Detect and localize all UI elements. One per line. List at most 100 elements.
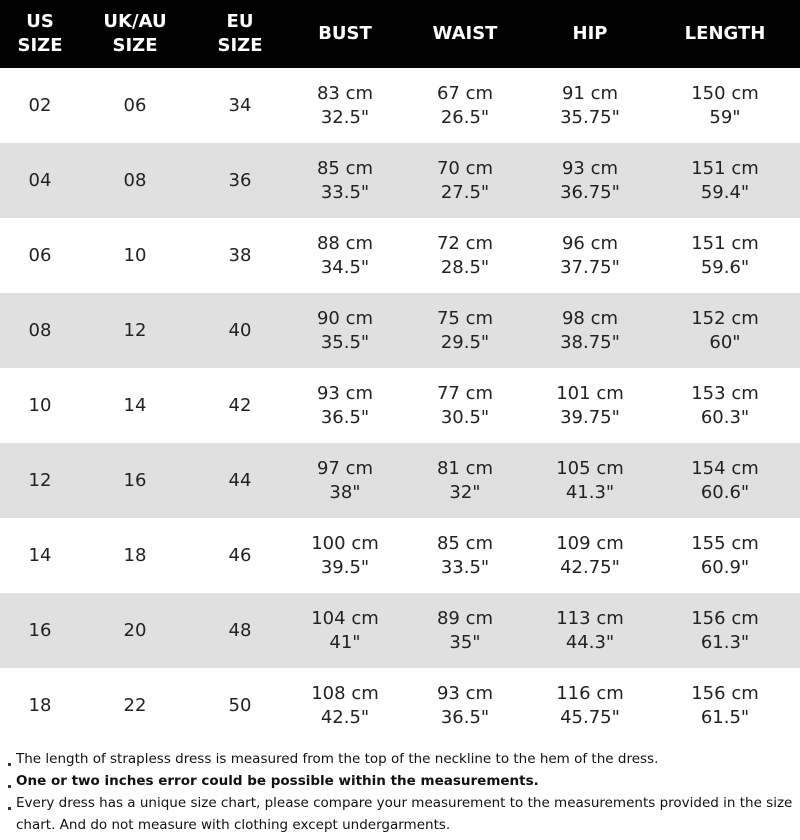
note: Every dress has a unique size chart, ple…: [6, 792, 796, 836]
table-cell: 67 cm 26.5": [400, 68, 530, 143]
cell-line: SIZE: [112, 35, 158, 56]
table-cell: 10: [123, 244, 147, 266]
table-cell: 100 cm 39.5": [290, 518, 400, 593]
cell-line: LENGTH: [684, 23, 766, 44]
table-cell: 06: [28, 244, 52, 266]
cell-line: 39.5": [320, 556, 370, 578]
cell-line: 93 cm: [436, 682, 494, 704]
cell-line: BUST: [318, 23, 372, 44]
table-cell: 156 cm 61.3": [650, 593, 800, 668]
size-table: US SIZE UK/AU SIZE EU SIZE BUST WAIST HIP LENGTH …: [0, 0, 800, 743]
table-cell: 20: [80, 593, 190, 668]
cell-line: 105 cm: [556, 457, 624, 479]
table-cell: 16: [80, 443, 190, 518]
cell-line: 60": [709, 331, 741, 353]
notes: The length of strapless dress is measure…: [6, 748, 796, 836]
table-cell: 98 cm 38.75": [530, 293, 650, 368]
table-row: 02 06 34 83 cm 32.5" 67 cm 26.5" 91 cm 35.75" 150…: [0, 68, 800, 143]
cell-line: 42.75": [560, 556, 620, 578]
table-cell: 36: [190, 143, 290, 218]
header-cell: LENGTH: [650, 0, 800, 68]
table-cell: 40: [190, 293, 290, 368]
table-cell: 70 cm 27.5": [400, 143, 530, 218]
table-cell: 14: [123, 394, 147, 416]
cell-line: 61.5": [700, 706, 750, 728]
cell-line: 39.75": [560, 406, 620, 428]
table-cell: 151 cm 59.6": [650, 218, 800, 293]
cell-line: WAIST: [432, 23, 498, 44]
header-cell: BUST: [290, 0, 400, 68]
cell-line: 59": [709, 106, 741, 128]
cell-line: 67 cm: [436, 82, 494, 104]
cell-line: 72 cm: [436, 232, 494, 254]
table-cell: 08: [80, 143, 190, 218]
table-cell: 93 cm 36.5": [400, 668, 530, 743]
cell-line: 26.5": [440, 106, 490, 128]
cell-line: 93 cm: [561, 157, 619, 179]
cell-line: 61.3": [700, 631, 750, 653]
cell-line: 60.3": [700, 406, 750, 428]
cell-line: 116 cm: [556, 682, 624, 704]
table-cell: 116 cm 45.75": [530, 668, 650, 743]
table-cell: 97 cm 38": [290, 443, 400, 518]
cell-line: 75 cm: [436, 307, 494, 329]
table-cell: 83 cm 32.5": [290, 68, 400, 143]
cell-line: 60.6": [700, 481, 750, 503]
table-cell: 77 cm 30.5": [400, 368, 530, 443]
cell-line: 35": [449, 631, 481, 653]
cell-line: 97 cm: [316, 457, 374, 479]
table-cell: 101 cm 39.75": [530, 368, 650, 443]
cell-line: 38.75": [560, 331, 620, 353]
header-cell: UK/AU SIZE: [80, 0, 190, 68]
table-cell: 85 cm 33.5": [290, 143, 400, 218]
cell-line: 59.6": [700, 256, 750, 278]
table-cell: 90 cm 35.5": [290, 293, 400, 368]
cell-line: 90 cm: [316, 307, 374, 329]
cell-line: 32.5": [320, 106, 370, 128]
cell-line: 150 cm: [691, 82, 759, 104]
table-cell: 108 cm 42.5": [290, 668, 400, 743]
cell-line: 154 cm: [691, 457, 759, 479]
cell-line: 101 cm: [556, 382, 624, 404]
cell-line: 45.75": [560, 706, 620, 728]
table-cell: 105 cm 41.3": [530, 443, 650, 518]
header-cell: HIP: [530, 0, 650, 68]
cell-line: 41.3": [565, 481, 615, 503]
table-row: 18 22 50 108 cm 42.5" 93 cm 36.5" 116 cm 45.75" 1…: [0, 668, 800, 743]
cell-line: 35.75": [560, 106, 620, 128]
table-cell: 104 cm 41": [290, 593, 400, 668]
table-cell: 42: [228, 394, 252, 416]
table-row: 04 08 36 85 cm 33.5" 70 cm 27.5" 93 cm 36.75" 151…: [0, 143, 800, 218]
table-body: 02 06 34 83 cm 32.5" 67 cm 26.5" 91 cm 35.75" 150…: [0, 68, 800, 743]
cell-line: 85 cm: [316, 157, 374, 179]
cell-line: 85 cm: [436, 532, 494, 554]
table-cell: 152 cm 60": [650, 293, 800, 368]
table-cell: 156 cm 61.5": [650, 668, 800, 743]
table-cell: 155 cm 60.9": [650, 518, 800, 593]
cell-line: 36.75": [560, 181, 620, 203]
cell-line: 93 cm: [316, 382, 374, 404]
table-cell: 46: [228, 544, 252, 566]
table-cell: 85 cm 33.5": [400, 518, 530, 593]
table-cell: 109 cm 42.75": [530, 518, 650, 593]
cell-line: 88 cm: [316, 232, 374, 254]
cell-line: 156 cm: [691, 682, 759, 704]
cell-line: 60.9": [700, 556, 750, 578]
cell-line: 96 cm: [561, 232, 619, 254]
cell-line: 37.75": [560, 256, 620, 278]
header-cell: EU SIZE: [190, 0, 290, 68]
cell-line: EU: [226, 11, 254, 32]
table-cell: 18: [123, 544, 147, 566]
cell-line: HIP: [572, 23, 608, 44]
table-cell: 93 cm 36.5": [290, 368, 400, 443]
cell-line: 155 cm: [691, 532, 759, 554]
table-cell: 06: [123, 94, 147, 116]
table-cell: 113 cm 44.3": [530, 593, 650, 668]
header-cell: US SIZE: [0, 0, 80, 68]
table-cell: 150 cm 59": [650, 68, 800, 143]
table-cell: 72 cm 28.5": [400, 218, 530, 293]
cell-line: 36.5": [320, 406, 370, 428]
table-row: 10 14 42 93 cm 36.5" 77 cm 30.5" 101 cm 39.75" 15…: [0, 368, 800, 443]
table-row: 08 12 40 90 cm 35.5" 75 cm 29.5" 98 cm 38.75" 152…: [0, 293, 800, 368]
